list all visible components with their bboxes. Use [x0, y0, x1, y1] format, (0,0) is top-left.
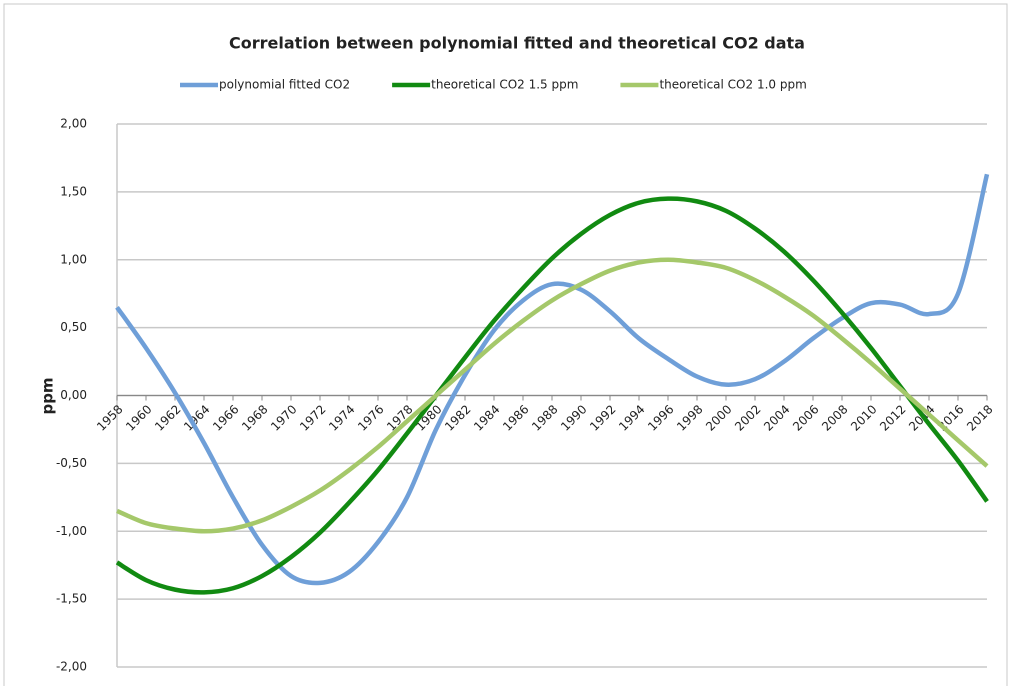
y-tick-label: 1,50	[60, 184, 87, 198]
chart-border	[3, 3, 1008, 686]
y-tick-label: 2,00	[60, 117, 87, 131]
legend-label: theoretical CO2 1.0 ppm	[659, 78, 806, 92]
y-tick-label: -2,00	[56, 660, 87, 674]
series-line	[116, 257, 989, 534]
y-tick-label: 0,50	[60, 320, 87, 334]
series-line	[115, 173, 990, 586]
legend-label: theoretical CO2 1.5 ppm	[431, 78, 578, 92]
y-tick-label: -1,00	[56, 524, 87, 538]
legend-label: polynomial fitted CO2	[219, 78, 350, 92]
y-tick-label: -1,50	[56, 592, 87, 606]
y-tick-label: 0,00	[60, 388, 87, 402]
y-tick-label: -0,50	[56, 456, 87, 470]
y-axis-label: ppm	[39, 377, 57, 414]
chart-title: Correlation between polynomial fitted an…	[229, 34, 805, 53]
series-line	[115, 196, 989, 595]
y-tick-label: 1,00	[60, 252, 87, 266]
